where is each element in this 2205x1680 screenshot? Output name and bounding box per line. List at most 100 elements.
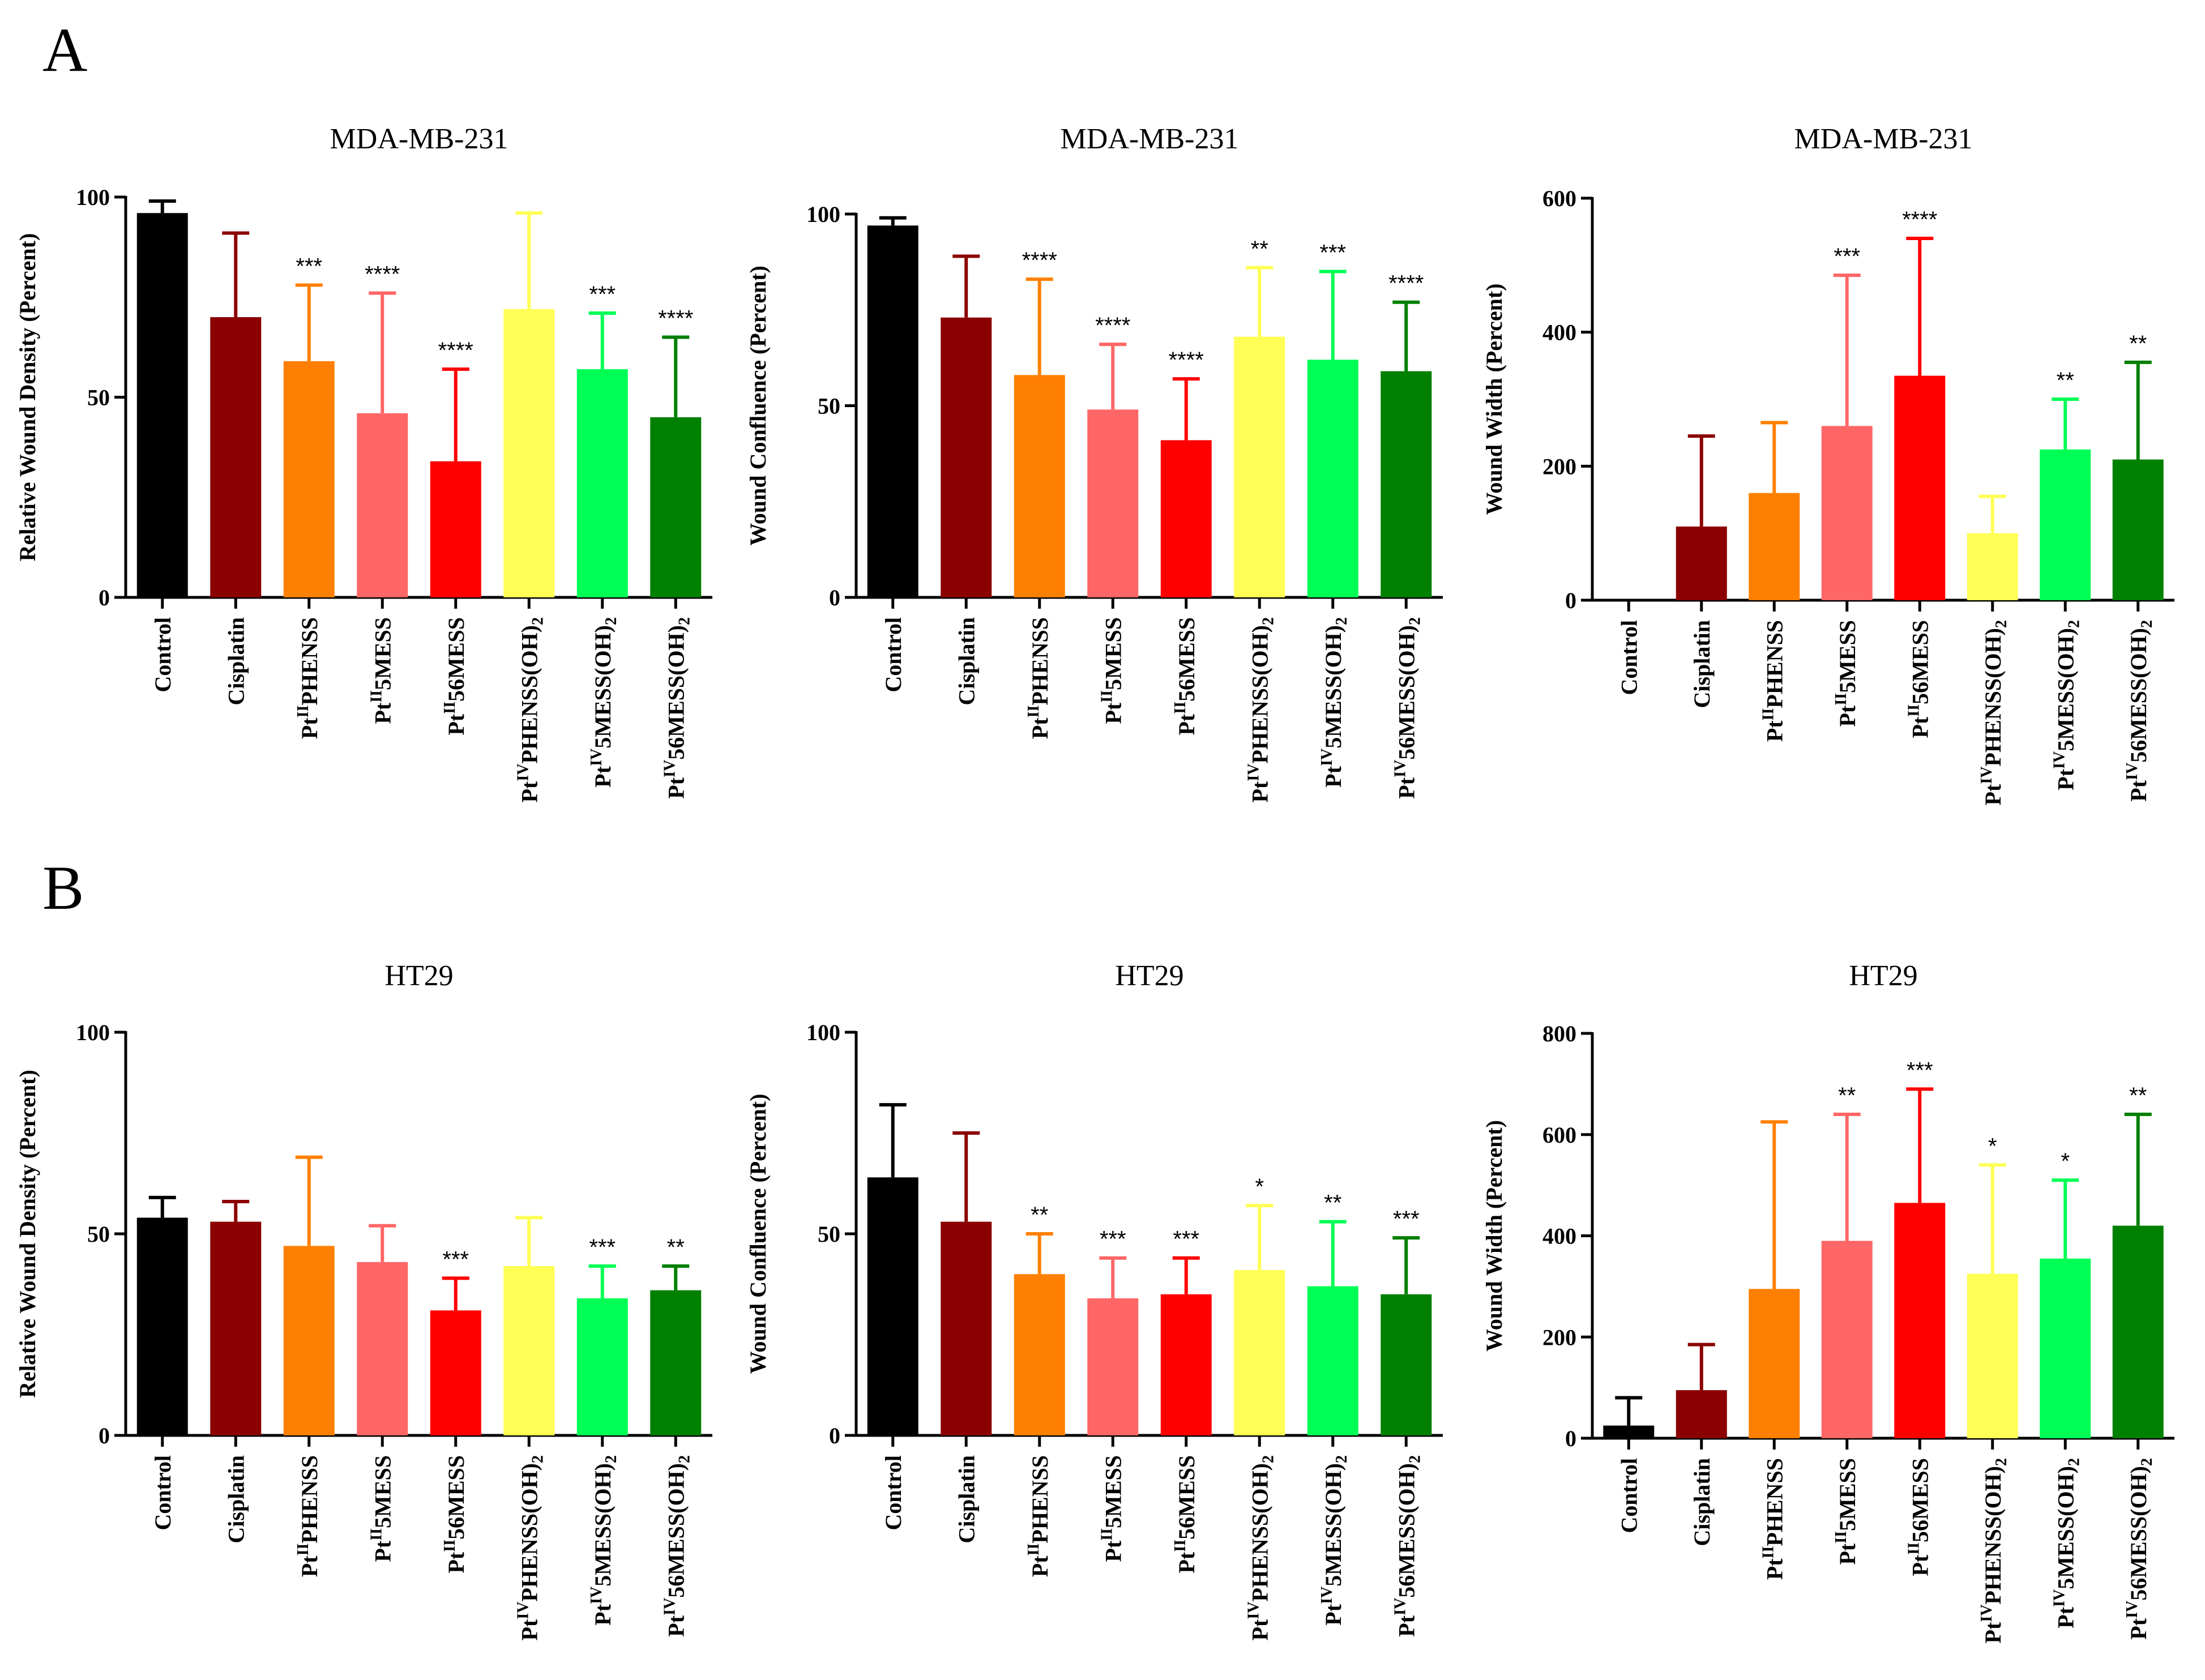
x-tick-label: Control — [881, 617, 906, 692]
bar — [1749, 493, 1800, 600]
significance-label: **** — [438, 338, 473, 363]
y-axis-label: Relative Wound Density (Percent) — [15, 233, 40, 562]
y-tick-label: 800 — [1542, 1021, 1576, 1046]
chart-confluence-mda: MDA-MB-231 Wound Confluence (Percent) 0 50 1… — [745, 123, 1443, 802]
x-tick-label: PtIIPHENSS — [294, 617, 322, 739]
x-tick-label: PtIIPHENSS — [294, 1455, 322, 1577]
y-axis-label: Wound Confluence (Percent) — [745, 1094, 771, 1374]
significance-label: ** — [2129, 331, 2147, 356]
x-tick-label: PtIVPHENSS(OH)2 — [1978, 1458, 2010, 1643]
bar — [941, 1221, 992, 1435]
x-tick-label: PtII5MESS — [1098, 1455, 1126, 1562]
significance-label: **** — [1902, 207, 1937, 232]
significance-label: *** — [1834, 244, 1860, 269]
x-tick-label: Cisplatin — [1689, 620, 1715, 708]
y-tick-label: 0 — [99, 585, 110, 610]
x-tick-label: PtIVPHENSS(OH)2 — [514, 617, 546, 802]
chart-title: HT29 — [1115, 960, 1183, 992]
x-tick-label: Control — [150, 1455, 176, 1531]
x-tick-label: PtIV56MESS(OH)2 — [1391, 617, 1424, 799]
bar — [1381, 371, 1432, 597]
x-tick-label: Cisplatin — [954, 1455, 979, 1544]
x-tick-label: PtII5MESS — [1098, 617, 1126, 724]
bar — [1234, 1270, 1285, 1435]
x-tick-label: PtIV56MESS(OH)2 — [661, 1455, 693, 1637]
x-tick-label: PtIIPHENSS — [1759, 620, 1787, 742]
significance-label: ** — [667, 1235, 685, 1260]
bar — [867, 1177, 918, 1435]
chart-density-mda: MDA-MB-231 Relative Wound Density (Percen… — [15, 123, 712, 802]
y-tick-label: 600 — [1542, 186, 1576, 211]
x-tick-label: PtIIPHENSS — [1759, 1458, 1787, 1580]
bar — [136, 1217, 188, 1435]
chart-title: MDA-MB-231 — [330, 123, 508, 155]
bar — [1967, 533, 2018, 600]
significance-label: **** — [365, 262, 400, 287]
significance-label: **** — [1095, 313, 1130, 338]
significance-label: *** — [1907, 1058, 1933, 1083]
bar — [1676, 526, 1727, 600]
x-tick-label: PtIV5MESS(OH)2 — [588, 617, 620, 788]
y-tick-label: 50 — [87, 385, 110, 411]
bar — [650, 1290, 702, 1435]
x-tick-label: PtIV5MESS(OH)2 — [1318, 617, 1351, 788]
significance-label: ** — [2129, 1083, 2147, 1108]
x-tick-label: PtIV5MESS(OH)2 — [588, 1455, 620, 1626]
bar — [1381, 1294, 1432, 1435]
x-tick-label: PtIVPHENSS(OH)2 — [514, 1455, 546, 1640]
chart-title: MDA-MB-231 — [1061, 123, 1239, 155]
y-axis-label: Wound Confluence (Percent) — [745, 266, 771, 546]
x-tick-label: PtII56MESS — [1905, 620, 1933, 738]
y-axis-label: Wound Width (Percent) — [1481, 1120, 1507, 1352]
x-tick-label: PtII5MESS — [368, 617, 395, 724]
significance-label: ** — [2057, 368, 2074, 393]
y-tick-label: 200 — [1542, 454, 1576, 479]
x-tick-label: PtII5MESS — [1832, 620, 1860, 727]
significance-label: *** — [442, 1247, 469, 1272]
significance-label: **** — [1169, 348, 1204, 373]
bar — [941, 317, 992, 597]
x-tick-label: PtII56MESS — [1172, 1455, 1199, 1574]
bar — [2040, 1258, 2091, 1438]
bar — [2112, 1225, 2164, 1438]
bar — [1603, 1425, 1655, 1438]
x-tick-label: PtIV5MESS(OH)2 — [1318, 1455, 1351, 1626]
x-tick-label: PtIIPHENSS — [1025, 1455, 1053, 1577]
bar — [503, 1266, 555, 1435]
chart-width-mda: MDA-MB-231 Wound Width (Percent) 0 200 400 60… — [1481, 123, 2174, 805]
bar — [1749, 1289, 1800, 1438]
significance-label: *** — [589, 1235, 616, 1260]
y-tick-label: 100 — [806, 202, 840, 227]
bar — [2040, 449, 2091, 600]
significance-label: *** — [296, 254, 322, 279]
y-tick-label: 0 — [1565, 588, 1576, 613]
bar — [430, 1310, 481, 1435]
bar — [1676, 1390, 1727, 1438]
x-tick-label: Cisplatin — [223, 617, 249, 706]
significance-label: *** — [1173, 1227, 1199, 1252]
x-tick-label: PtII56MESS — [441, 617, 469, 736]
x-tick-label: PtIV5MESS(OH)2 — [2050, 620, 2083, 790]
significance-label: * — [2061, 1149, 2070, 1174]
panel-letter-a: A — [42, 15, 87, 84]
bar — [1821, 426, 1873, 600]
bar — [357, 413, 408, 597]
x-tick-label: PtII56MESS — [1905, 1458, 1933, 1576]
bar — [1307, 360, 1358, 597]
y-axis-label: Wound Width (Percent) — [1481, 284, 1507, 515]
significance-label: *** — [589, 282, 616, 307]
bar — [2112, 459, 2164, 600]
significance-label: ** — [1031, 1203, 1048, 1228]
x-tick-label: PtIIPHENSS — [1025, 617, 1053, 739]
bar — [1967, 1273, 2018, 1438]
bar — [1160, 1294, 1212, 1435]
bar — [1234, 336, 1285, 597]
bar — [1087, 1298, 1139, 1435]
bar — [430, 461, 481, 597]
bar — [283, 1246, 335, 1435]
bar — [210, 317, 262, 597]
y-tick-label: 600 — [1542, 1122, 1576, 1148]
y-tick-label: 50 — [818, 1221, 840, 1247]
x-tick-label: PtIV56MESS(OH)2 — [2123, 1458, 2156, 1640]
bar — [1014, 1274, 1065, 1435]
